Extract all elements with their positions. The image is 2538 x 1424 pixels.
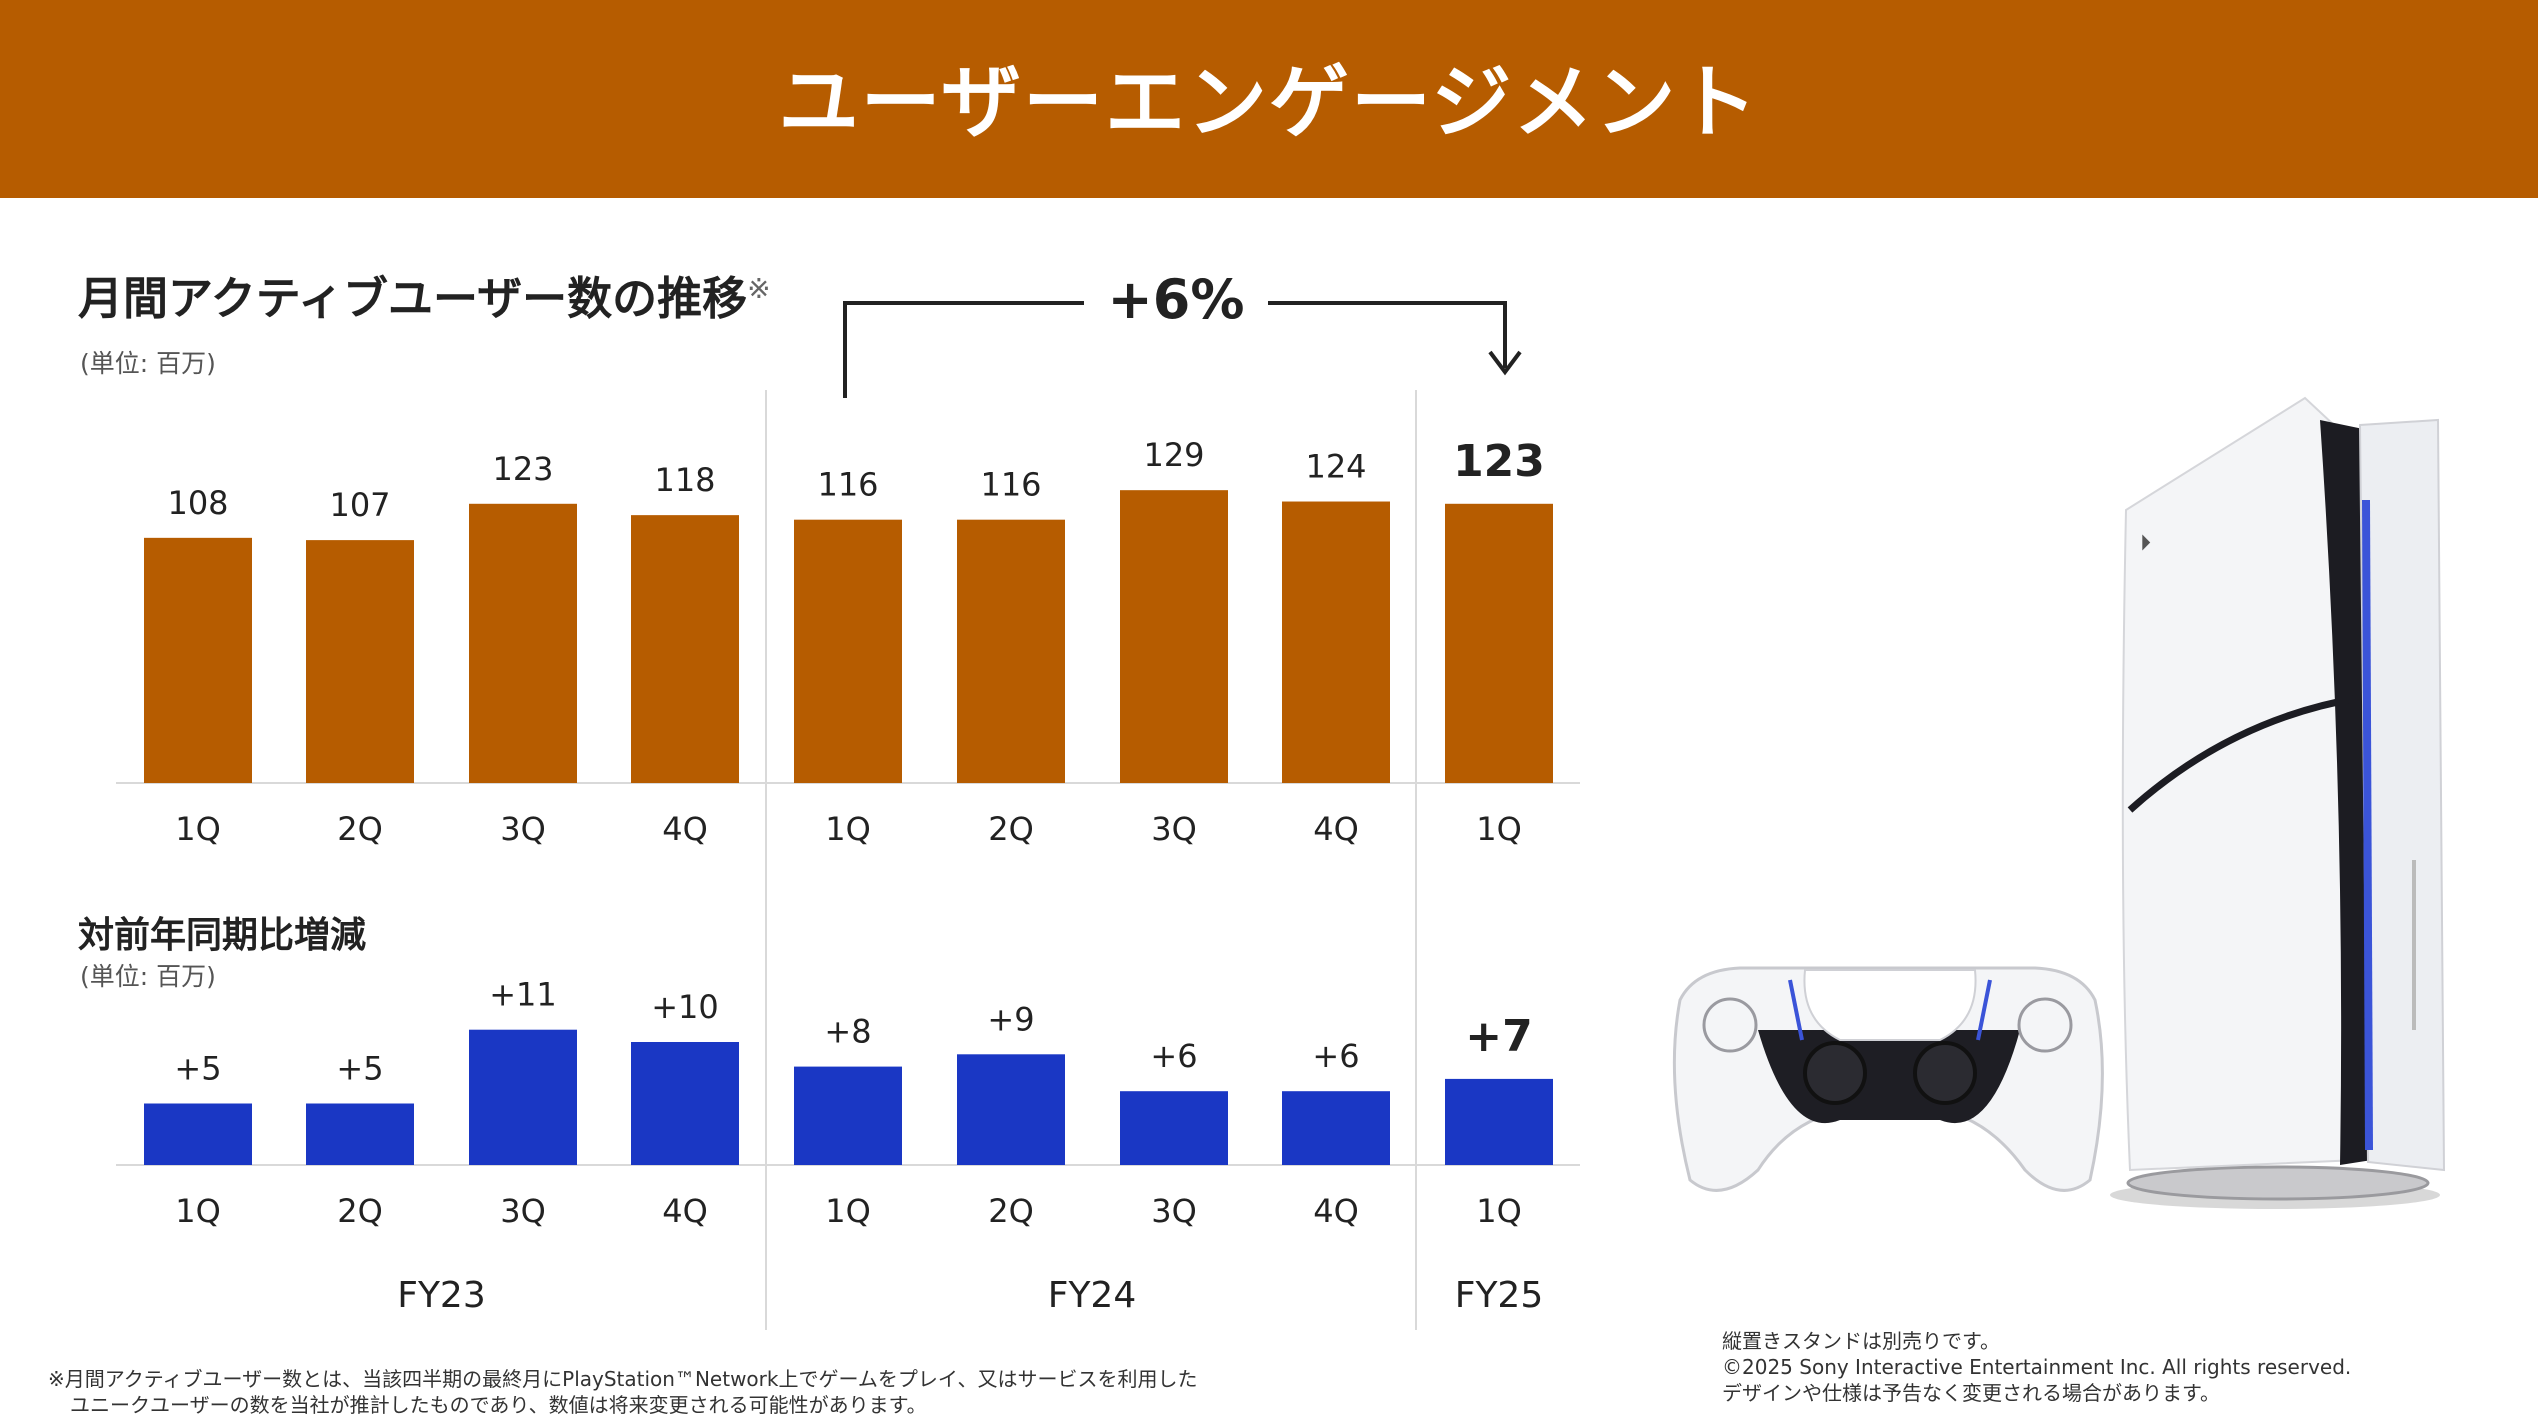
mau-bar — [794, 519, 902, 783]
disc-slot — [2412, 860, 2416, 1030]
console-stand — [2126, 1165, 2430, 1201]
mau-value-label: 123 — [492, 450, 553, 488]
yoy-category-label: 4Q — [1313, 1192, 1359, 1230]
console-seam — [2127, 694, 2359, 813]
footnote-mau-definition: ※月間アクティブユーザー数とは、当該四半期の最終月にPlayStation™Ne… — [48, 1366, 1197, 1418]
yoy-bar — [957, 1054, 1065, 1165]
yoy-value-label: +8 — [824, 1013, 871, 1051]
mau-bars: 108 1Q 107 2Q 123 3Q 118 4Q 116 1Q 116 2Q 129 3Q 124 4Q… — [116, 436, 1580, 848]
growth-label: +6% — [1108, 268, 1245, 331]
yoy-value-label: +5 — [174, 1050, 221, 1088]
mau-category-label: 2Q — [337, 810, 383, 848]
legal-line-2: ©2025 Sony Interactive Entertainment Inc… — [1722, 1355, 2352, 1379]
yoy-bar — [794, 1066, 902, 1165]
mau-bar — [306, 540, 414, 783]
yoy-value-label: +10 — [651, 988, 719, 1026]
mau-bar — [1445, 503, 1553, 783]
console-body — [2121, 396, 2360, 1172]
mau-value-label: 116 — [817, 466, 878, 504]
legal-line-1: 縦置きスタンドは別売りです。 — [1722, 1329, 2000, 1353]
yoy-category-label: 1Q — [825, 1192, 871, 1230]
yoy-category-label: 2Q — [988, 1192, 1034, 1230]
mau-category-label: 1Q — [175, 810, 221, 848]
mau-bar — [144, 537, 252, 783]
yoy-bars: +5 1Q +5 2Q +11 3Q +10 4Q +8 1Q +9 2Q +6 3Q +6 4Q +7 1Q FY… — [116, 976, 1580, 1316]
mau-category-label: 1Q — [825, 810, 871, 848]
yoy-chart-title: 対前年同期比増減 — [78, 915, 367, 956]
yoy-category-label: 3Q — [1151, 1192, 1197, 1230]
right-stick-icon — [1913, 1041, 1977, 1105]
yoy-category-label: 2Q — [337, 1192, 383, 1230]
controller-center — [1758, 1030, 2020, 1124]
mau-category-label: 1Q — [1476, 810, 1522, 848]
mau-title-text: 月間アクティブユーザー数の推移 — [78, 272, 748, 325]
mau-value-label: 124 — [1305, 448, 1366, 486]
yoy-category-label: 3Q — [500, 1192, 546, 1230]
mau-value-label: 107 — [329, 486, 390, 524]
yoy-bar — [469, 1029, 577, 1165]
yoy-value-label: +7 — [1465, 1011, 1532, 1062]
ps5-product-image: ⏵ — [1672, 396, 2446, 1209]
fiscal-year-label: FY23 — [397, 1275, 486, 1316]
mau-category-label: 3Q — [500, 810, 546, 848]
growth-arrowhead — [1488, 350, 1522, 376]
mau-category-label: 3Q — [1151, 810, 1197, 848]
yoy-bar — [1282, 1091, 1390, 1165]
yoy-value-label: +11 — [489, 976, 557, 1014]
mau-value-label: 129 — [1143, 436, 1204, 474]
console-black-core — [2320, 420, 2372, 1165]
touchpad — [1803, 969, 1977, 1041]
growth-annotation: +6% — [843, 268, 1522, 398]
mau-unit-label: (単位: 百万) — [80, 349, 216, 378]
yoy-bar — [144, 1103, 252, 1165]
page-title: ユーザーエンゲージメント — [778, 56, 1760, 149]
ps-logo-icon: ⏵ — [2140, 531, 2151, 556]
footnote-line-2: ユニークユーザーの数を当社が推計したものであり、数値は将来変更される可能性があり… — [70, 1393, 927, 1417]
mau-bar — [631, 515, 739, 783]
face-buttons-icon — [2017, 997, 2073, 1053]
legal-line-3: デザインや仕様は予告なく変更される場合があります。 — [1722, 1381, 2220, 1405]
dpad-icon — [1702, 997, 1758, 1053]
footnote-legal: 縦置きスタンドは別売りです。 ©2025 Sony Interactive En… — [1722, 1328, 2351, 1406]
mau-value-label: 123 — [1453, 436, 1545, 487]
fiscal-year-label: FY25 — [1455, 1275, 1544, 1316]
console-blue-glow — [2362, 500, 2373, 1150]
yoy-category-label: 4Q — [662, 1192, 708, 1230]
yoy-value-label: +5 — [336, 1050, 383, 1088]
yoy-category-label: 1Q — [1476, 1192, 1522, 1230]
yoy-bar — [1120, 1091, 1228, 1165]
mau-category-label: 2Q — [988, 810, 1034, 848]
fiscal-year-label: FY24 — [1048, 1275, 1137, 1316]
yoy-value-label: +9 — [987, 1000, 1034, 1038]
yoy-bar — [306, 1103, 414, 1165]
yoy-unit-label: (単位: 百万) — [80, 962, 216, 991]
yoy-bar — [631, 1042, 739, 1165]
yoy-value-label: +6 — [1150, 1037, 1197, 1075]
left-stick-icon — [1803, 1041, 1867, 1105]
yoy-bar — [1445, 1078, 1553, 1165]
yoy-category-label: 1Q — [175, 1192, 221, 1230]
controller-light-left — [1788, 979, 1804, 1041]
mau-value-label: 116 — [980, 466, 1041, 504]
controller-light-right — [1976, 979, 1992, 1041]
mau-category-label: 4Q — [1313, 810, 1359, 848]
mau-category-label: 4Q — [662, 810, 708, 848]
mau-bar — [957, 519, 1065, 783]
footnote-line-1: ※月間アクティブユーザー数とは、当該四半期の最終月にPlayStation™Ne… — [48, 1367, 1198, 1391]
mau-value-label: 108 — [167, 484, 228, 522]
growth-bracket-left — [843, 301, 1084, 398]
mau-title-mark: ※ — [747, 272, 771, 305]
mau-bar — [1282, 501, 1390, 783]
growth-bracket-right — [1268, 301, 1507, 368]
yoy-value-label: +6 — [1312, 1037, 1359, 1075]
group-dividers — [765, 390, 1417, 1330]
console-right-panel — [2358, 418, 2446, 1172]
charts-canvas: +6% 1081Q1072Q1233Q1184Q1161Q1162Q1293Q1… — [116, 268, 1580, 1330]
mau-chart-title: 月間アクティブユーザー数の推移※ — [78, 262, 771, 327]
header-banner: ユーザーエンゲージメント — [0, 0, 2538, 198]
mau-bar — [469, 503, 577, 783]
mau-value-label: 118 — [654, 461, 715, 499]
mau-bar — [1120, 490, 1228, 783]
